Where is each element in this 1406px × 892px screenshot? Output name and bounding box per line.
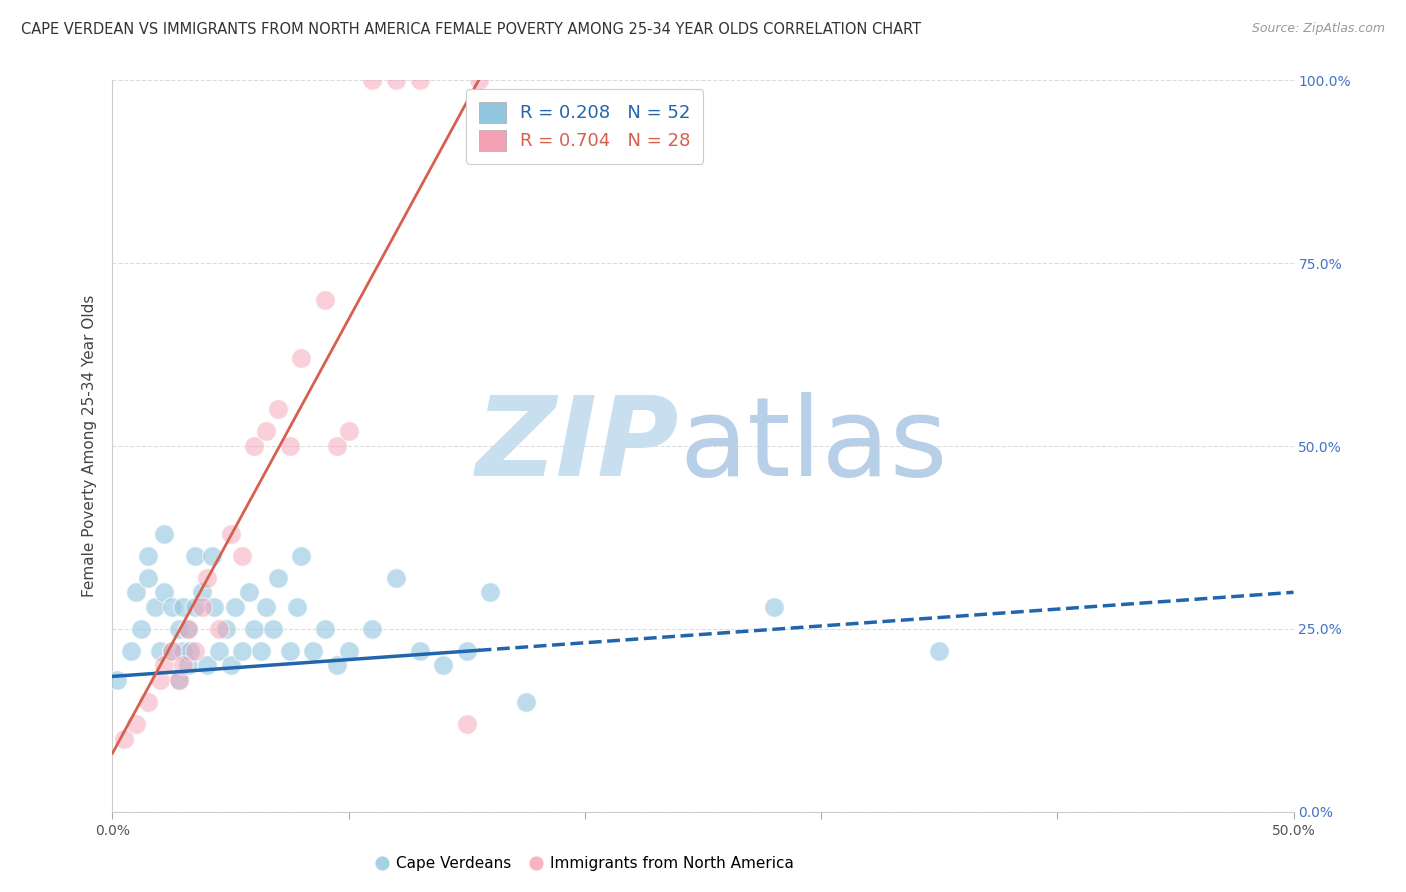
Point <box>184 644 207 658</box>
Point <box>337 425 360 439</box>
Point <box>160 599 183 614</box>
Point <box>136 571 159 585</box>
Point <box>125 585 148 599</box>
Point <box>191 585 214 599</box>
Point <box>432 658 454 673</box>
Point <box>250 644 273 658</box>
Point <box>191 599 214 614</box>
Point <box>201 549 224 563</box>
Point <box>238 585 260 599</box>
Point <box>762 599 785 614</box>
Point <box>928 644 950 658</box>
Point <box>231 644 253 658</box>
Point <box>136 695 159 709</box>
Point <box>262 622 284 636</box>
Point <box>361 622 384 636</box>
Point <box>177 622 200 636</box>
Point <box>408 644 430 658</box>
Point <box>177 622 200 636</box>
Point <box>314 622 336 636</box>
Point <box>219 526 242 541</box>
Point <box>153 585 176 599</box>
Point <box>290 351 312 366</box>
Point <box>195 658 218 673</box>
Point <box>290 549 312 563</box>
Point <box>385 571 408 585</box>
Point <box>149 673 172 687</box>
Point <box>149 644 172 658</box>
Point <box>337 644 360 658</box>
Point <box>160 644 183 658</box>
Text: atlas: atlas <box>679 392 948 500</box>
Point <box>278 644 301 658</box>
Point <box>302 644 325 658</box>
Point <box>456 644 478 658</box>
Text: CAPE VERDEAN VS IMMIGRANTS FROM NORTH AMERICA FEMALE POVERTY AMONG 25-34 YEAR OL: CAPE VERDEAN VS IMMIGRANTS FROM NORTH AM… <box>21 22 921 37</box>
Point <box>326 439 349 453</box>
Point <box>153 526 176 541</box>
Point <box>361 73 384 87</box>
Point <box>172 599 194 614</box>
Point <box>456 717 478 731</box>
Point <box>267 402 290 417</box>
Point <box>202 599 225 614</box>
Point <box>479 585 502 599</box>
Point <box>136 549 159 563</box>
Point <box>177 658 200 673</box>
Point <box>215 622 238 636</box>
Point <box>385 73 408 87</box>
Legend: Cape Verdeans, Immigrants from North America: Cape Verdeans, Immigrants from North Ame… <box>370 850 800 877</box>
Point <box>153 658 176 673</box>
Point <box>267 571 290 585</box>
Point <box>254 425 277 439</box>
Point <box>254 599 277 614</box>
Point <box>195 571 218 585</box>
Point <box>243 439 266 453</box>
Point <box>105 673 128 687</box>
Point <box>112 731 135 746</box>
Point <box>515 695 537 709</box>
Point <box>208 622 231 636</box>
Point <box>326 658 349 673</box>
Point <box>285 599 308 614</box>
Point <box>408 73 430 87</box>
Text: Source: ZipAtlas.com: Source: ZipAtlas.com <box>1251 22 1385 36</box>
Point <box>160 644 183 658</box>
Point <box>167 622 190 636</box>
Point <box>120 644 142 658</box>
Point <box>172 644 194 658</box>
Point <box>314 293 336 307</box>
Point <box>224 599 246 614</box>
Point <box>278 439 301 453</box>
Text: ZIP: ZIP <box>475 392 679 500</box>
Point <box>184 549 207 563</box>
Point <box>129 622 152 636</box>
Point <box>467 73 489 87</box>
Point <box>143 599 166 614</box>
Point <box>184 599 207 614</box>
Point <box>172 658 194 673</box>
Point <box>208 644 231 658</box>
Y-axis label: Female Poverty Among 25-34 Year Olds: Female Poverty Among 25-34 Year Olds <box>82 295 97 597</box>
Point <box>125 717 148 731</box>
Point <box>179 644 201 658</box>
Point <box>231 549 253 563</box>
Point <box>167 673 190 687</box>
Point <box>243 622 266 636</box>
Point <box>219 658 242 673</box>
Point <box>167 673 190 687</box>
